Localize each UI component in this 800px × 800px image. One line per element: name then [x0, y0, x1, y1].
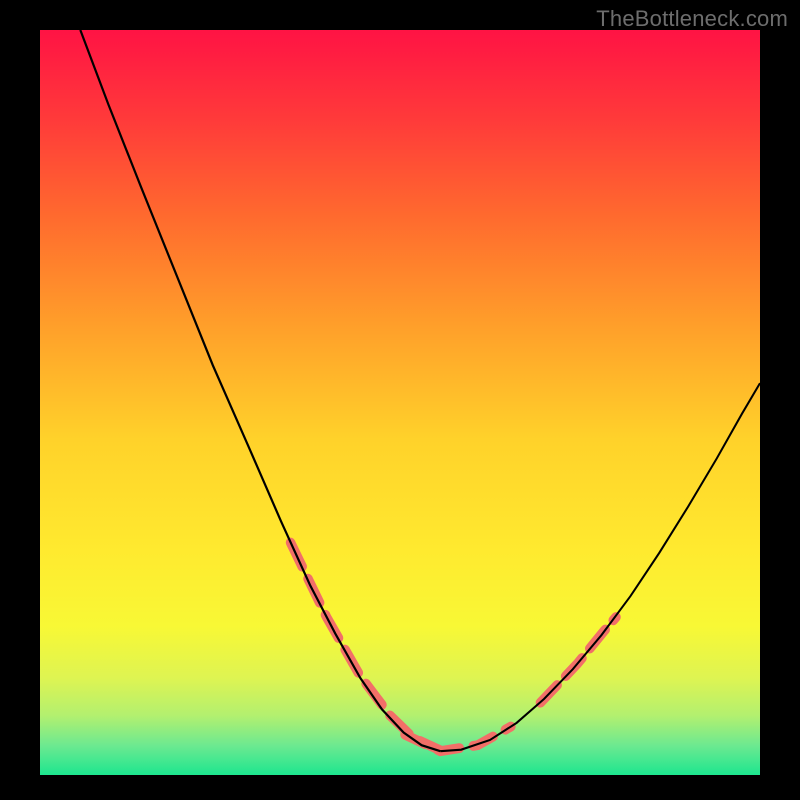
plot-area: [40, 30, 760, 775]
curves-layer: [40, 30, 760, 775]
highlight-dash-left: [291, 543, 441, 751]
chart-root: TheBottleneck.com: [0, 0, 800, 800]
curve-right: [440, 383, 760, 751]
highlight-dash-bottom: [405, 727, 511, 752]
watermark-text: TheBottleneck.com: [596, 6, 788, 32]
curve-left: [80, 30, 440, 751]
